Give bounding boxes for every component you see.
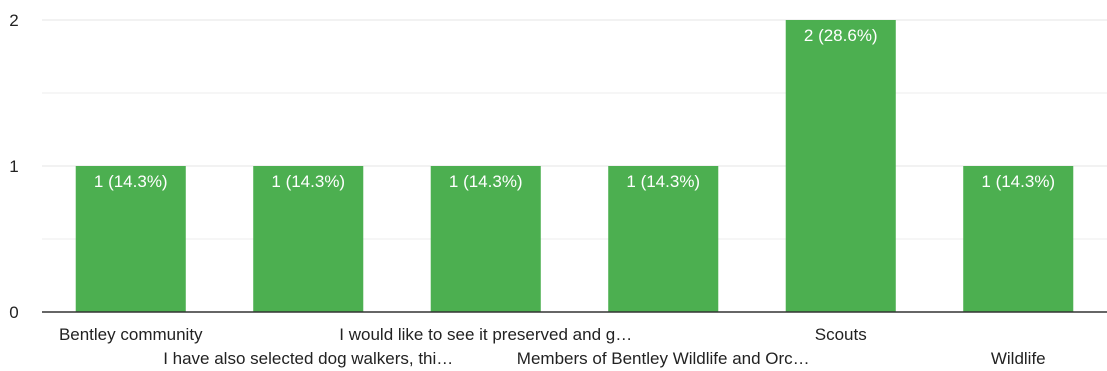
- bar: [253, 166, 364, 312]
- data-label: 1 (14.3%): [626, 172, 700, 191]
- x-tick-label: Members of Bentley Wildlife and Orc…: [517, 349, 810, 368]
- bar: [75, 166, 186, 312]
- y-tick-label: 0: [9, 303, 18, 322]
- gridlines: [42, 19, 1107, 240]
- bars: [75, 20, 1074, 312]
- x-axis-ticks: Bentley community I have also selected do…: [59, 325, 1046, 368]
- y-tick-label: 1: [9, 157, 18, 176]
- y-axis-ticks: 0 1 2: [9, 11, 18, 322]
- x-tick-label: I have also selected dog walkers, thi…: [163, 349, 453, 368]
- data-label: 2 (28.6%): [804, 26, 878, 45]
- data-labels: 1 (14.3%) 1 (14.3%) 1 (14.3%) 1 (14.3%) 2 (2…: [94, 26, 1055, 191]
- data-label: 1 (14.3%): [271, 172, 345, 191]
- x-tick-label: Wildlife: [991, 349, 1046, 368]
- y-tick-label: 2: [9, 11, 18, 30]
- bar: [430, 166, 541, 312]
- data-label: 1 (14.3%): [981, 172, 1055, 191]
- x-tick-label: Bentley community: [59, 325, 203, 344]
- bar: [963, 166, 1074, 312]
- x-tick-label: Scouts: [815, 325, 867, 344]
- data-label: 1 (14.3%): [449, 172, 523, 191]
- bar: [608, 166, 719, 312]
- bar: [785, 20, 896, 312]
- data-label: 1 (14.3%): [94, 172, 168, 191]
- x-tick-label: I would like to see it preserved and g…: [339, 325, 632, 344]
